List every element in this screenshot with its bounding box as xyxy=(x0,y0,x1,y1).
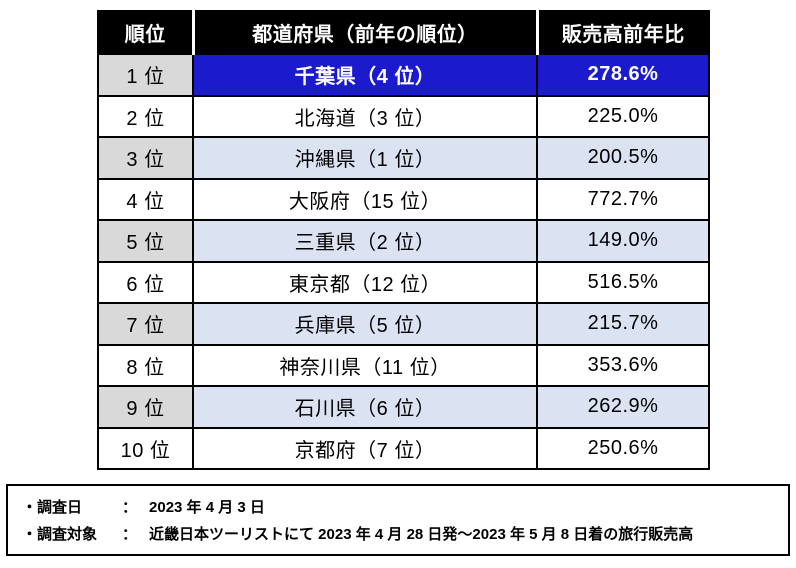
rank-cell: 9 位 xyxy=(97,385,194,429)
prefecture-cell: 大阪府（15 位） xyxy=(192,177,538,221)
table-row: 5 位 三重県（2 位） 149.0% xyxy=(97,219,710,263)
prefecture-cell: 東京都（12 位） xyxy=(192,260,538,304)
table-header-row: 順位 都道府県（前年の順位） 販売高前年比 xyxy=(97,10,710,55)
rank-cell: 10 位 xyxy=(97,426,194,470)
prefecture-cell: 石川県（6 位） xyxy=(192,385,538,429)
note-separator: ： xyxy=(122,499,138,516)
table-row: 6 位 東京都（12 位） 516.5% xyxy=(97,260,710,304)
note-label: ・調査日 xyxy=(22,499,83,516)
yoy-cell: 200.5% xyxy=(536,136,710,180)
notes-box: ・調査日 ： 2023 年 4 月 3 日 ・調査対象 ： 近畿日本ツーリストにて 20… xyxy=(6,484,790,556)
header-prefecture: 都道府県（前年の順位） xyxy=(191,10,538,55)
table-row: 9 位 石川県（6 位） 262.9% xyxy=(97,385,710,429)
prefecture-cell: 兵庫県（5 位） xyxy=(192,302,538,346)
yoy-cell: 215.7% xyxy=(536,302,710,346)
note-row-survey-target: ・調査対象 ： 近畿日本ツーリストにて 2023 年 4 月 28 日発～2023 … xyxy=(22,521,774,548)
table-row: 7 位 兵庫県（5 位） 215.7% xyxy=(97,302,710,346)
rank-cell: 6 位 xyxy=(97,260,194,304)
note-separator: ： xyxy=(122,526,138,543)
table-row: 2 位 北海道（3 位） 225.0% xyxy=(97,94,710,138)
table-row: 10 位 京都府（7 位） 250.6% xyxy=(97,426,710,470)
rank-cell: 2 位 xyxy=(97,94,194,138)
rank-cell: 7 位 xyxy=(97,302,194,346)
header-yoy: 販売高前年比 xyxy=(535,10,710,55)
prefecture-cell: 千葉県（4 位） xyxy=(192,53,538,97)
note-label: ・調査対象 xyxy=(22,526,98,543)
yoy-cell: 516.5% xyxy=(536,260,710,304)
yoy-cell: 225.0% xyxy=(536,94,710,138)
table-row: 8 位 神奈川県（11 位） 353.6% xyxy=(97,343,710,387)
yoy-cell: 278.6% xyxy=(536,53,710,97)
yoy-cell: 353.6% xyxy=(536,343,710,387)
ranking-table: 順位 都道府県（前年の順位） 販売高前年比 1 位 千葉県（4 位） 278.6… xyxy=(97,10,710,470)
prefecture-cell: 沖縄県（1 位） xyxy=(192,136,538,180)
prefecture-cell: 三重県（2 位） xyxy=(192,219,538,263)
yoy-cell: 772.7% xyxy=(536,177,710,221)
prefecture-cell: 神奈川県（11 位） xyxy=(192,343,538,387)
note-value: 2023 年 4 月 3 日 xyxy=(149,499,265,516)
note-value: 近畿日本ツーリストにて 2023 年 4 月 28 日発～2023 年 5 月 … xyxy=(149,526,694,543)
prefecture-cell: 北海道（3 位） xyxy=(192,94,538,138)
yoy-cell: 262.9% xyxy=(536,385,710,429)
table-row: 3 位 沖縄県（1 位） 200.5% xyxy=(97,136,710,180)
yoy-cell: 250.6% xyxy=(536,426,710,470)
yoy-cell: 149.0% xyxy=(536,219,710,263)
rank-cell: 8 位 xyxy=(97,343,194,387)
rank-cell: 5 位 xyxy=(97,219,194,263)
rank-cell: 4 位 xyxy=(97,177,194,221)
rank-cell: 3 位 xyxy=(97,136,194,180)
note-row-survey-date: ・調査日 ： 2023 年 4 月 3 日 xyxy=(22,494,774,521)
table-row: 4 位 大阪府（15 位） 772.7% xyxy=(97,177,710,221)
prefecture-cell: 京都府（7 位） xyxy=(192,426,538,470)
table-row: 1 位 千葉県（4 位） 278.6% xyxy=(97,53,710,97)
header-rank: 順位 xyxy=(97,10,194,55)
rank-cell: 1 位 xyxy=(97,53,194,97)
